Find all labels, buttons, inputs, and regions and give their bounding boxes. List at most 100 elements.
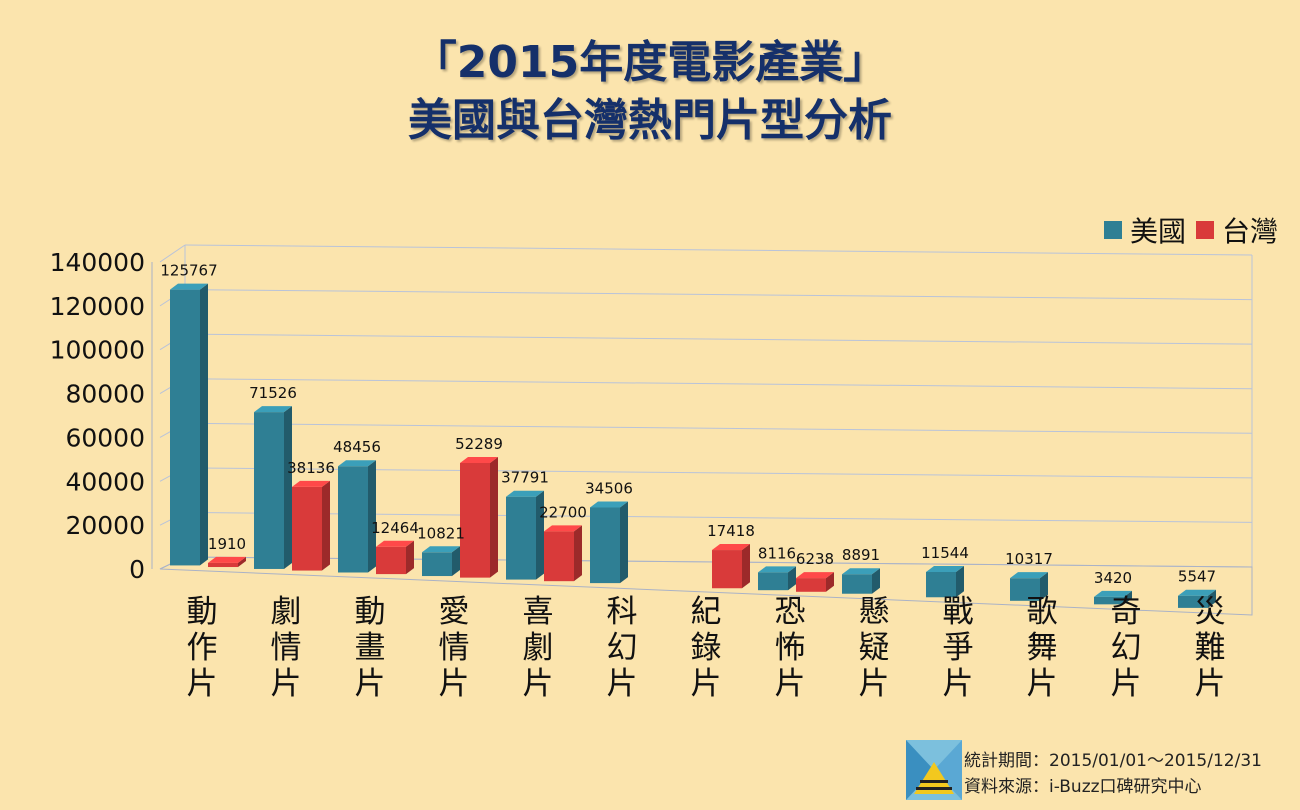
value-label-us-0: 125767 bbox=[160, 262, 217, 280]
svg-text:片: 片 bbox=[523, 666, 554, 702]
bar-us-7 bbox=[758, 566, 796, 591]
value-label-us-4: 37791 bbox=[501, 469, 549, 487]
svg-text:片: 片 bbox=[775, 666, 806, 702]
y-tick-label: 40000 bbox=[65, 467, 145, 496]
y-tick-label: 0 bbox=[129, 555, 145, 584]
ibuzz-logo-icon bbox=[906, 740, 962, 800]
svg-text:奇: 奇 bbox=[1111, 594, 1142, 630]
value-label-tw-1: 38136 bbox=[287, 459, 335, 477]
svg-text:愛: 愛 bbox=[439, 594, 470, 630]
y-tick-label: 140000 bbox=[50, 248, 145, 277]
value-label-tw-7: 6238 bbox=[796, 550, 834, 568]
bar-tw-1 bbox=[292, 480, 330, 571]
x-tick-label-4: 喜劇片 bbox=[523, 594, 554, 702]
bar-us-1 bbox=[254, 406, 292, 569]
legend-swatch-tw bbox=[1195, 221, 1214, 239]
value-label-us-5: 34506 bbox=[585, 479, 633, 497]
value-label-tw-0: 1910 bbox=[208, 535, 246, 553]
bar-tw-4 bbox=[544, 525, 582, 582]
bar-us-2 bbox=[338, 460, 376, 573]
svg-text:作: 作 bbox=[187, 630, 218, 666]
svg-text:戰: 戰 bbox=[943, 594, 974, 630]
x-tick-label-11: 奇幻片 bbox=[1111, 594, 1142, 702]
svg-text:片: 片 bbox=[187, 666, 218, 702]
x-tick-label-9: 戰爭片 bbox=[943, 594, 974, 702]
source-footer: 統計期間：2015/01/01～2015/12/31 資料來源：i-Buzz口碑… bbox=[906, 740, 1294, 802]
svg-text:片: 片 bbox=[943, 666, 974, 702]
svg-text:錄: 錄 bbox=[691, 630, 722, 666]
svg-text:動: 動 bbox=[187, 594, 218, 630]
value-label-us-8: 8891 bbox=[842, 546, 880, 564]
svg-text:片: 片 bbox=[691, 666, 722, 702]
legend-swatch-us bbox=[1103, 221, 1122, 239]
svg-text:片: 片 bbox=[607, 666, 638, 702]
bar-tw-7 bbox=[796, 572, 834, 592]
value-label-us-12: 5547 bbox=[1178, 568, 1216, 586]
value-label-tw-4: 22700 bbox=[539, 503, 587, 521]
x-tick-label-8: 懸疑片 bbox=[859, 594, 890, 702]
bars bbox=[170, 283, 1216, 608]
svg-text:片: 片 bbox=[859, 666, 890, 702]
bar-us-3 bbox=[422, 546, 460, 577]
svg-text:幻: 幻 bbox=[1111, 630, 1142, 666]
legend-item-tw: 台灣 bbox=[1195, 210, 1278, 250]
y-tick-label: 120000 bbox=[50, 292, 145, 321]
x-tick-label-5: 科幻片 bbox=[607, 594, 638, 702]
svg-text:畫: 畫 bbox=[355, 630, 386, 666]
value-label-us-9: 11544 bbox=[921, 544, 969, 562]
svg-text:片: 片 bbox=[1027, 666, 1058, 702]
value-label-us-2: 48456 bbox=[333, 438, 381, 456]
bar-tw-0 bbox=[208, 556, 246, 568]
x-tick-label-1: 劇情片 bbox=[271, 594, 302, 702]
svg-text:歌: 歌 bbox=[1027, 594, 1058, 630]
svg-text:舞: 舞 bbox=[1027, 630, 1058, 666]
value-label-tw-3: 52289 bbox=[455, 435, 503, 453]
x-tick-label-10: 歌舞片 bbox=[1027, 594, 1058, 702]
bar-us-8 bbox=[842, 568, 880, 594]
value-label-tw-6: 17418 bbox=[707, 522, 755, 540]
svg-text:爭: 爭 bbox=[943, 630, 974, 666]
legend-label-us: 美國 bbox=[1129, 215, 1186, 248]
x-tick-label-0: 動作片 bbox=[187, 594, 218, 702]
x-tick-label-3: 愛情片 bbox=[439, 594, 470, 702]
x-tick-label-2: 動畫片 bbox=[355, 594, 386, 702]
svg-text:動: 動 bbox=[355, 594, 386, 630]
bar-us-5 bbox=[590, 501, 628, 584]
svg-text:懸: 懸 bbox=[859, 594, 890, 630]
svg-text:片: 片 bbox=[1195, 666, 1226, 702]
bar-us-10 bbox=[1010, 572, 1048, 601]
value-label-us-10: 10317 bbox=[1005, 550, 1053, 568]
svg-text:難: 難 bbox=[1195, 630, 1226, 666]
y-tick-label: 80000 bbox=[65, 380, 145, 409]
bar-us-11 bbox=[1094, 590, 1132, 605]
svg-text:幻: 幻 bbox=[607, 630, 638, 666]
value-label-us-11: 3420 bbox=[1094, 569, 1132, 587]
svg-text:恐: 恐 bbox=[775, 594, 806, 630]
svg-text:紀: 紀 bbox=[691, 594, 722, 630]
y-tick-label: 20000 bbox=[65, 511, 145, 540]
svg-text:科: 科 bbox=[607, 594, 638, 630]
value-label-us-3: 10821 bbox=[417, 524, 465, 542]
legend-label-tw: 台灣 bbox=[1221, 215, 1278, 248]
svg-text:劇: 劇 bbox=[271, 594, 302, 630]
svg-text:片: 片 bbox=[439, 666, 470, 702]
bar-us-12 bbox=[1178, 589, 1216, 608]
x-tick-label-7: 恐怖片 bbox=[775, 594, 806, 702]
svg-text:怖: 怖 bbox=[775, 630, 806, 666]
svg-text:情: 情 bbox=[439, 630, 470, 666]
data-source: 資料來源：i-Buzz口碑研究中心 bbox=[964, 777, 1202, 797]
bar-tw-6 bbox=[712, 544, 750, 589]
legend-item-us: 美國 bbox=[1103, 210, 1186, 250]
value-label-tw-2: 12464 bbox=[371, 519, 419, 537]
svg-text:片: 片 bbox=[1111, 666, 1142, 702]
svg-text:疑: 疑 bbox=[859, 630, 890, 666]
bar-us-9 bbox=[926, 565, 964, 598]
svg-text:片: 片 bbox=[355, 666, 386, 702]
bar-us-0 bbox=[170, 283, 208, 566]
chart-title-line1: 「2015年度電影產業」 bbox=[412, 37, 888, 88]
value-label-us-1: 71526 bbox=[249, 384, 297, 402]
legend: 美國 台灣 bbox=[1103, 210, 1278, 250]
svg-text:喜: 喜 bbox=[523, 594, 554, 630]
bar-tw-2 bbox=[376, 540, 414, 575]
